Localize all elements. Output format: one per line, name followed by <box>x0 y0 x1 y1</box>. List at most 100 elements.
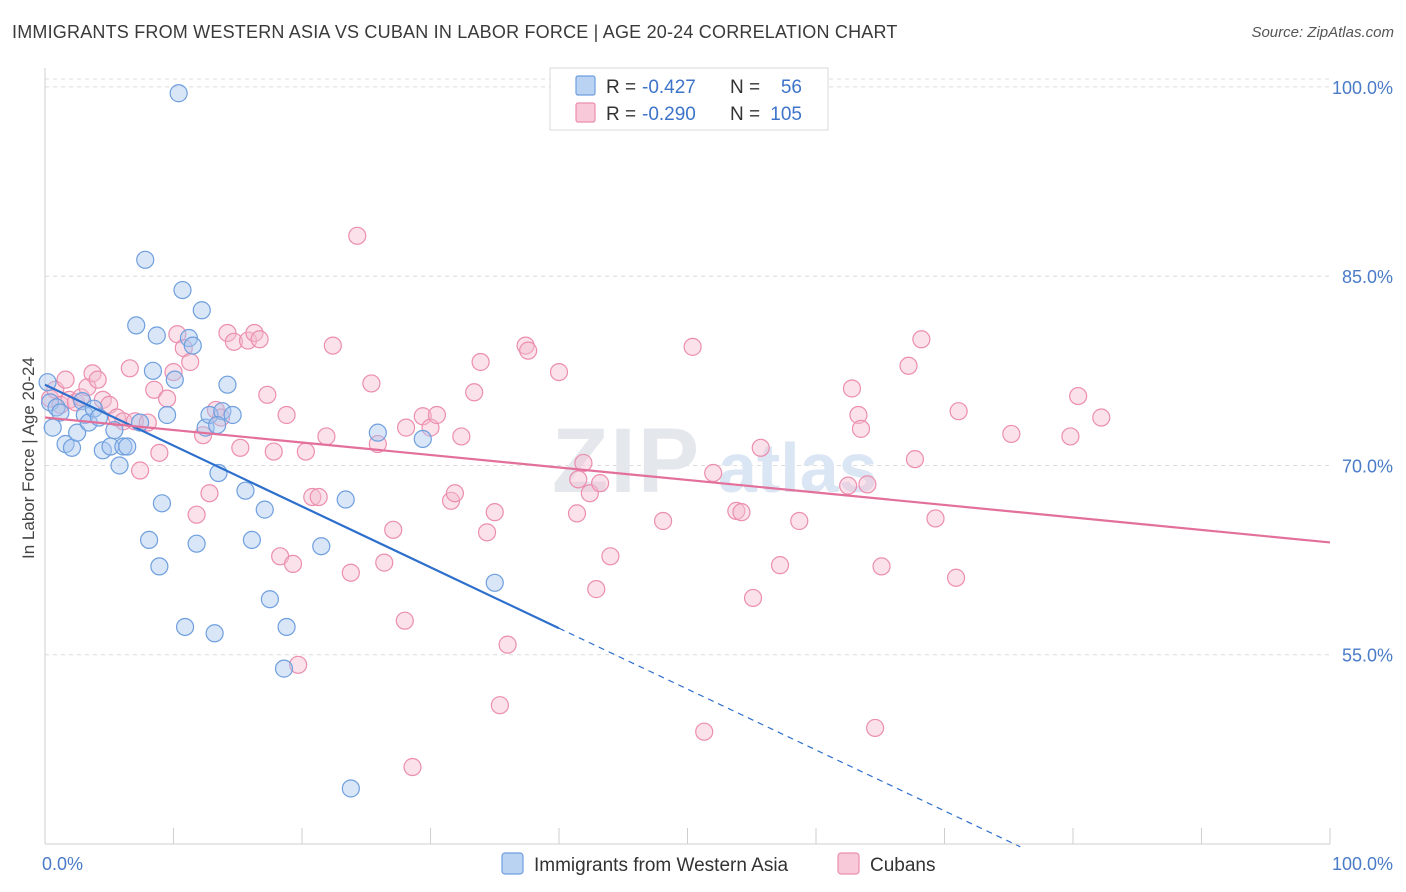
point-cubans <box>231 438 250 457</box>
point-cubans <box>56 370 75 389</box>
point-western-asia <box>136 250 155 269</box>
bottom-legend: Immigrants from Western Asia Cubans <box>501 852 936 876</box>
point-cubans <box>683 337 702 356</box>
point-western-asia <box>213 402 232 421</box>
point-cubans <box>1092 408 1111 427</box>
point-cubans <box>1061 427 1080 446</box>
point-western-asia <box>127 316 146 335</box>
point-cubans <box>866 718 885 738</box>
point-cubans <box>851 419 871 438</box>
point-cubans <box>704 463 723 483</box>
point-cubans <box>164 362 183 382</box>
point-cubans <box>926 509 945 528</box>
point-cubans <box>258 385 277 404</box>
point-western-asia <box>51 403 70 422</box>
point-western-asia <box>368 423 387 442</box>
point-cubans <box>899 356 918 375</box>
legend-n-value: 56 <box>781 77 802 98</box>
point-cubans <box>498 635 517 654</box>
point-western-asia <box>139 530 159 550</box>
point-western-asia <box>68 423 87 442</box>
point-cubans <box>88 370 107 389</box>
point-cubans <box>743 588 763 608</box>
point-cubans <box>567 504 587 523</box>
point-cubans <box>187 505 206 524</box>
point-cubans <box>477 523 497 542</box>
legend-r-label: R = <box>606 77 636 98</box>
point-western-asia <box>277 617 296 637</box>
legend-n-label: N = <box>730 104 760 125</box>
point-western-asia <box>208 415 227 435</box>
point-cubans <box>323 336 342 355</box>
point-cubans <box>872 557 891 576</box>
point-western-asia <box>413 429 432 449</box>
point-cubans <box>283 554 303 573</box>
point-cubans <box>839 476 858 495</box>
point-cubans <box>516 336 535 355</box>
point-cubans <box>181 352 200 372</box>
point-cubans <box>348 226 367 245</box>
point-cubans <box>587 580 606 599</box>
point-cubans <box>384 520 403 539</box>
bottom-legend-label-western-asia: Immigrants from Western Asia <box>534 855 789 876</box>
point-cubans <box>317 427 336 446</box>
point-cubans <box>224 332 243 351</box>
point-western-asia <box>175 617 195 637</box>
legend-r-value: -0.427 <box>642 77 696 98</box>
legend-box <box>549 67 829 131</box>
point-cubans <box>842 379 862 398</box>
point-cubans <box>362 374 381 393</box>
watermark-zip: ZIP <box>552 410 701 512</box>
legend-n-value: 105 <box>770 104 802 125</box>
point-cubans <box>905 450 925 469</box>
grid-lines <box>45 78 1330 656</box>
bottom-legend-swatch-western-asia <box>501 852 524 875</box>
point-western-asia <box>485 573 504 592</box>
point-western-asia <box>218 375 237 394</box>
point-cubans <box>519 341 538 360</box>
point-cubans <box>770 556 790 575</box>
point-cubans <box>150 443 169 462</box>
point-cubans <box>849 405 868 425</box>
point-cubans <box>601 547 620 566</box>
point-cubans <box>949 402 968 421</box>
trend-western-asia-extension <box>558 627 1021 848</box>
point-western-asia <box>165 370 184 389</box>
legend-r-value: -0.290 <box>642 104 696 125</box>
source-label: Source: ZipAtlas.com <box>1251 24 1394 41</box>
point-cubans <box>549 362 569 382</box>
point-cubans <box>452 427 471 446</box>
point-cubans <box>289 655 308 674</box>
y-tick-label: 85.0% <box>1342 267 1393 287</box>
point-cubans <box>403 757 422 777</box>
point-cubans <box>695 722 714 741</box>
axes <box>44 68 1331 845</box>
y-tick-label: 100.0% <box>1332 78 1393 98</box>
point-western-asia <box>242 530 261 550</box>
legend-n-label: N = <box>730 77 760 98</box>
point-cubans <box>78 378 97 397</box>
trend-western-asia <box>44 383 560 630</box>
point-western-asia <box>118 437 137 456</box>
point-cubans <box>145 380 164 399</box>
point-cubans <box>238 331 258 350</box>
point-western-asia <box>255 500 274 519</box>
point-cubans <box>445 484 465 503</box>
y-axis-label: In Labor Force | Age 20-24 <box>19 357 38 559</box>
x-tick-label-min: 0.0% <box>42 854 83 874</box>
point-cubans <box>732 503 751 522</box>
point-cubans <box>569 470 588 489</box>
legend-swatch-western-asia <box>575 75 596 96</box>
tick-labels: 55.0% 70.0% 85.0% 100.0% 0.0% 100.0% <box>42 78 1393 874</box>
point-western-asia <box>312 537 331 556</box>
point-western-asia <box>169 84 188 103</box>
legend-swatch-cubans <box>575 102 596 123</box>
watermark: ZIP atlas <box>552 410 878 512</box>
point-cubans <box>751 438 770 457</box>
point-cubans <box>912 330 931 349</box>
point-cubans <box>296 442 315 461</box>
data-points <box>38 84 1111 798</box>
point-western-asia <box>157 405 177 425</box>
point-western-asia <box>143 361 163 380</box>
point-western-asia <box>147 326 166 345</box>
